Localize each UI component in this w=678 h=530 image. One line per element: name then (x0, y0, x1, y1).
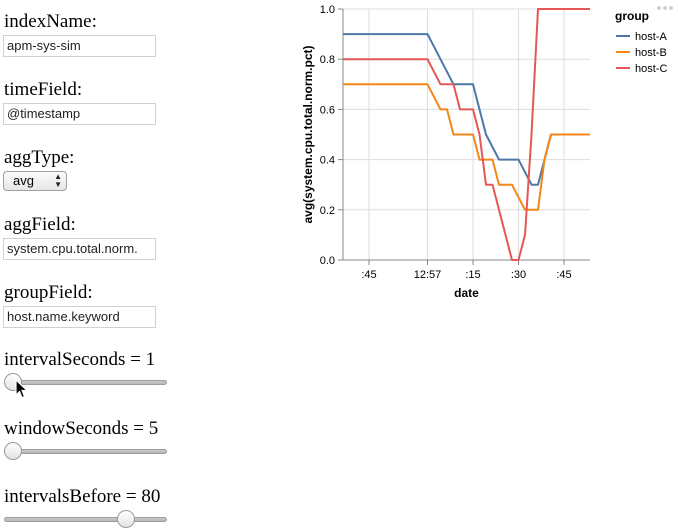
y-tick-label: 1.0 (320, 4, 335, 16)
x-tick-label: :30 (511, 269, 526, 281)
series-line-host-A (343, 33, 590, 186)
x-axis-title: date (454, 286, 479, 300)
y-tick-label: 0.4 (320, 155, 335, 167)
interval-seconds-label: intervalSeconds = 1 (4, 349, 156, 370)
y-tick-label: 0.2 (320, 205, 335, 217)
select-arrows-icon: ▲ ▼ (54, 172, 62, 189)
index-name-input[interactable]: apm-sys-sim (3, 35, 156, 57)
intervals-before-label: intervalsBefore = 80 (4, 486, 161, 507)
grid-lines (343, 8, 590, 261)
x-tick-label: :15 (465, 269, 480, 281)
index-name-label: indexName: (4, 11, 97, 32)
group-field-label: groupField: (4, 282, 93, 303)
x-tick-label: 12:57 (414, 269, 442, 281)
legend-title: group (615, 9, 649, 23)
slider-track (4, 517, 167, 522)
y-tick-label: 0.6 (320, 104, 335, 116)
window-seconds-label: windowSeconds = 5 (4, 418, 159, 439)
more-options-icon[interactable] (656, 5, 674, 11)
agg-type-value: avg (13, 173, 34, 188)
series-line-host-C (343, 8, 590, 261)
intervals-before-slider[interactable] (4, 510, 167, 530)
x-tick-label: :45 (361, 269, 376, 281)
legend-label: host-C (635, 63, 667, 75)
x-tick-label: :45 (556, 269, 571, 281)
y-tick-label: 0.8 (320, 54, 335, 66)
time-field-label: timeField: (4, 79, 83, 100)
group-field-input[interactable]: host.name.keyword (3, 306, 156, 328)
chart-axes: 0.0 0.2 0.4 0.6 0.8 1.0 :45 12:57 :15 :30 :45 (320, 4, 590, 281)
window-seconds-slider[interactable] (4, 442, 167, 462)
series-line-host-B (343, 83, 590, 211)
time-field-input[interactable]: @timestamp (3, 103, 156, 125)
mouse-pointer-icon (15, 379, 29, 399)
chart-series (343, 8, 590, 261)
agg-type-label: aggType: (4, 147, 75, 168)
agg-field-input[interactable]: system.cpu.total.norm. (3, 238, 156, 260)
y-tick-label: 0.0 (320, 255, 335, 267)
agg-field-label: aggField: (4, 214, 76, 235)
legend-label: host-A (635, 31, 667, 43)
agg-type-select[interactable]: avg ▲ ▼ (3, 171, 67, 191)
slider-thumb[interactable] (4, 442, 22, 460)
chart-legend: group host-A host-B host-C (615, 9, 667, 75)
legend-label: host-B (635, 47, 667, 59)
y-axis-title: avg(system.cpu.total.norm.pct) (301, 45, 315, 223)
